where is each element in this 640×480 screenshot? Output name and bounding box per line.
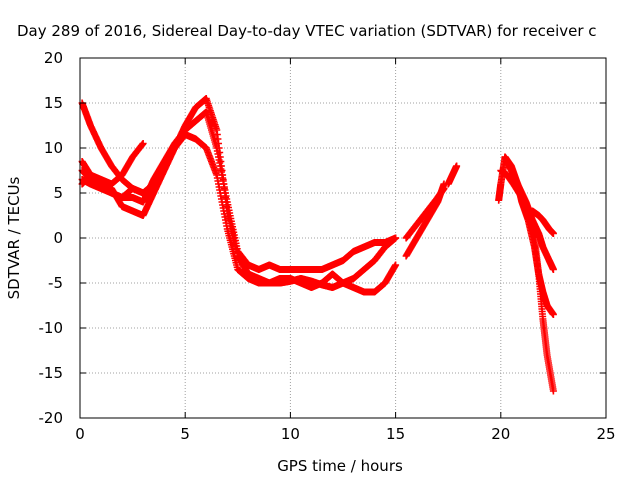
y-tick-label: 10 [44, 139, 63, 157]
data-point [549, 311, 557, 318]
y-axis-label: SDTVAR / TECUs [5, 176, 23, 299]
x-tick-label: 15 [386, 425, 405, 443]
y-tick-label: -5 [48, 274, 63, 292]
x-tick-label: 20 [491, 425, 510, 443]
x-axis-label: GPS time / hours [277, 457, 403, 475]
x-tick-label: 10 [281, 425, 300, 443]
y-tick-label: 5 [53, 184, 63, 202]
grid-lines [80, 58, 606, 418]
y-tick-labels: 20 15 10 5 0 -5 -10 -15 -20 [39, 49, 64, 427]
y-tick-label: 20 [44, 49, 63, 67]
y-tick-label: -15 [39, 364, 64, 382]
y-tick-label: -20 [39, 409, 64, 427]
data-point [139, 140, 147, 147]
data-point [549, 266, 557, 273]
data-point [392, 234, 400, 242]
x-tick-label: 0 [75, 425, 85, 443]
x-tick-label: 25 [596, 425, 615, 443]
tick-marks [79, 57, 607, 419]
data-points [78, 95, 557, 395]
y-tick-label: 15 [44, 94, 63, 112]
x-tick-label: 5 [180, 425, 190, 443]
data-point [453, 162, 461, 170]
data-point [549, 230, 557, 237]
data-point [139, 189, 147, 197]
x-tick-labels: 0 5 10 15 20 25 [75, 425, 615, 443]
chart-title: Day 289 of 2016, Sidereal Day-to-day VTE… [17, 22, 597, 40]
y-tick-label: 0 [53, 229, 63, 247]
y-tick-label: -10 [39, 319, 64, 337]
data-point [392, 261, 400, 269]
data-point [549, 387, 557, 395]
data-point [440, 185, 448, 192]
